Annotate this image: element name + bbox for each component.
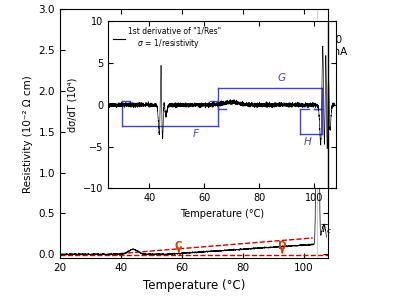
Legend: 1st derivative of "1/Res"
    $\sigma$ = 1/resistivity: 1st derivative of "1/Res" $\sigma$ = 1/r… bbox=[112, 25, 222, 52]
Text: C: C bbox=[175, 241, 182, 251]
X-axis label: Temperature (°C): Temperature (°C) bbox=[143, 279, 245, 292]
Text: D: D bbox=[278, 241, 287, 251]
Text: H: H bbox=[303, 137, 311, 147]
Text: F: F bbox=[193, 129, 199, 139]
Y-axis label: dσ/dT (10⁴): dσ/dT (10⁴) bbox=[67, 78, 77, 132]
Text: G: G bbox=[277, 74, 285, 84]
Y-axis label: Resistivity (10⁻² Ω cm): Resistivity (10⁻² Ω cm) bbox=[23, 75, 33, 193]
X-axis label: Temperature (°C): Temperature (°C) bbox=[180, 209, 264, 219]
Text: 30
mA: 30 mA bbox=[330, 35, 347, 57]
Text: $T_c$: $T_c$ bbox=[320, 223, 333, 236]
